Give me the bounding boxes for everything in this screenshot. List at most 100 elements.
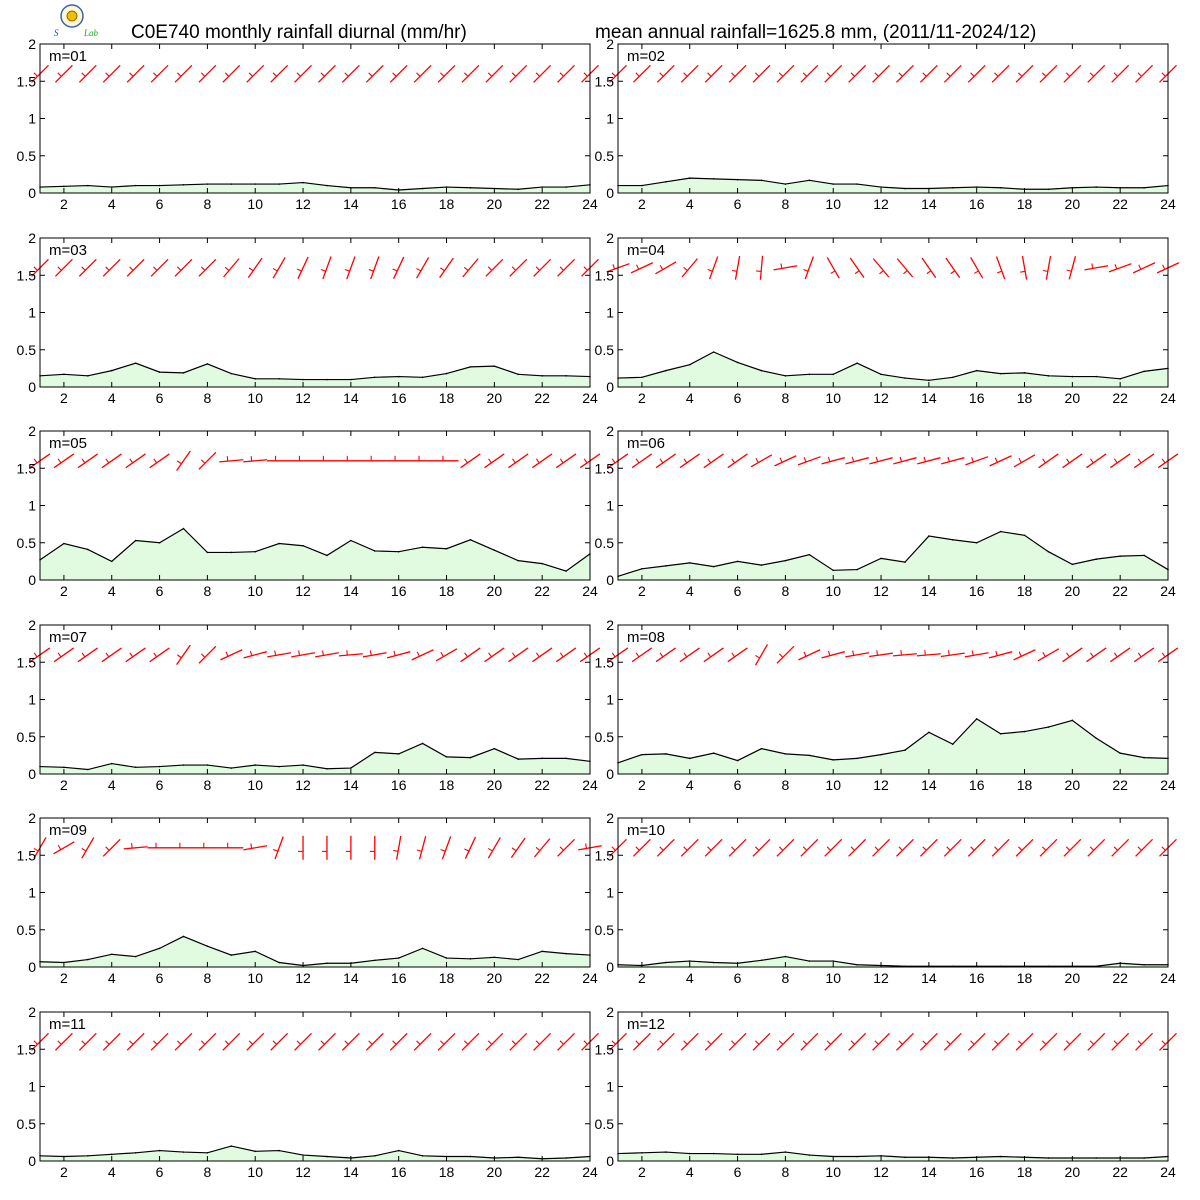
rain-point [832,373,835,376]
rain-line [39,527,591,572]
wind-barb [484,453,505,469]
rain-point [158,765,161,768]
rain-point [975,718,978,720]
x-tick-label: 22 [534,777,550,793]
x-tick-label: 8 [203,583,211,599]
rain-point [1143,963,1145,966]
x-tick-label: 10 [247,777,263,793]
rain-point [760,959,763,962]
y-tick-label: 1.5 [17,1041,37,1057]
y-tick-label: 0.5 [17,342,37,358]
rain-point [158,184,161,187]
x-tick-label: 10 [247,196,263,212]
wind-barb [386,650,411,659]
wind-barb [174,64,193,83]
rain-point [517,958,520,961]
wind-barb [776,64,795,83]
wind-barb [101,647,122,663]
wind-barb [362,455,387,462]
wind-barb [1133,453,1155,469]
x-tick-label: 18 [1017,390,1033,406]
x-tick-label: 14 [343,390,359,406]
x-tick-label: 6 [156,1164,164,1180]
wind-barb [365,64,384,83]
x-tick-label: 14 [921,1164,937,1180]
wind-barb [991,838,1010,857]
x-tick-label: 16 [391,390,407,406]
rain-point [254,950,257,953]
x-tick-label: 12 [295,390,311,406]
month-label: m=06 [627,435,665,452]
x-tick-label: 22 [1112,777,1128,793]
y-tick-label: 0 [28,379,36,395]
rain-point [565,1157,567,1159]
x-tick-label: 22 [1112,196,1128,212]
wind-barb [78,258,97,277]
wind-barb [557,64,576,83]
x-tick-label: 22 [1112,1164,1128,1180]
rain-point [421,376,424,379]
x-tick-label: 4 [686,970,694,986]
x-tick-label: 22 [534,970,550,986]
rain-point [158,371,161,373]
wind-barb [294,64,312,83]
y-tick-label: 1 [606,692,614,708]
rain-point [421,187,424,190]
rain-point [134,184,137,187]
rain-point [760,1153,763,1156]
wind-barb [848,64,867,83]
wind-barb [680,64,699,83]
y-tick-label: 1 [606,305,614,321]
wind-barb [750,454,773,468]
rain-point [373,376,376,379]
x-tick-label: 6 [734,1164,742,1180]
x-tick-label: 14 [343,196,359,212]
x-tick-label: 24 [582,196,598,212]
wind-barb [222,64,241,83]
x-tick-label: 4 [108,1164,116,1180]
rain-point [712,351,715,353]
wind-barb [824,838,843,857]
rain-area [618,1152,1168,1161]
x-tick-label: 22 [534,583,550,599]
wind-barb [1132,262,1156,274]
wind-barb [1111,1032,1130,1051]
rain-point [517,1156,520,1159]
wind-barb [437,1032,456,1051]
x-tick-label: 2 [60,390,68,406]
rain-point [469,186,472,189]
wind-barb [845,650,870,658]
rain-point [784,1151,787,1153]
wind-barb [632,838,651,857]
y-tick-label: 1 [28,111,36,127]
rain-point [110,1153,113,1156]
rain-point [712,1152,715,1155]
x-tick-label: 18 [1017,196,1033,212]
rain-point [856,183,858,185]
wind-barb [797,456,821,466]
rain-point [904,561,906,563]
panel-m-12: 00.511.522 4 6 8 10 12 14 16 18 20 22 24m=12 [595,1004,1177,1180]
wind-barb [413,1032,432,1051]
rain-point [565,570,567,572]
wind-barb [461,64,480,83]
y-tick-label: 2 [606,230,614,246]
rain-point [1047,550,1050,553]
wind-barb [704,838,723,857]
x-tick-label: 4 [108,777,116,793]
rain-point [493,956,496,959]
x-tick-label: 10 [247,583,263,599]
wind-barb [728,1032,747,1051]
rain-point [397,375,400,378]
x-tick-label: 14 [921,970,937,986]
x-tick-label: 2 [60,970,68,986]
x-tick-label: 16 [969,583,985,599]
rain-point [517,758,520,760]
rain-point [421,1154,424,1157]
rain-point [928,379,930,382]
rain-point [808,754,811,757]
x-tick-label: 20 [487,970,503,986]
rain-point [254,1150,257,1153]
rain-point [641,376,643,379]
wind-barb [679,647,700,663]
